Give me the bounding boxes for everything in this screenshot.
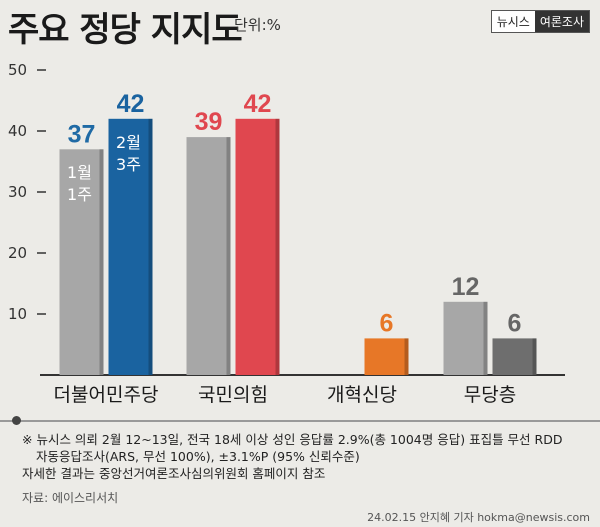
source-label: 자료: 에이스리서치 [22, 491, 119, 505]
separator-line [0, 420, 600, 422]
bar-무당층-2월 3주 [492, 338, 537, 375]
value-label-국민의힘-1월 1주: 39 [195, 108, 223, 136]
bar-chart: 10 20 30 40 50 37 42 더불어민주당 39 42 국민의힘 6 개혁신당 12 6 무당층 1… [8, 61, 565, 406]
unit-label: 단위:% [234, 16, 281, 34]
bar-shade-국민의힘-2월 3주 [275, 118, 280, 376]
bar-국민의힘-1월 1주 [186, 137, 231, 375]
inbar-label-top-1: 2월 [116, 133, 141, 152]
bar-shade-무당층-1월 1주 [483, 301, 488, 375]
newsis-poll-badge: 뉴시스 여론조사 [490, 10, 590, 33]
separator-dot [12, 416, 21, 425]
inbar-label-bottom-0: 1주 [67, 185, 92, 204]
bar-shade-무당층-2월 3주 [532, 338, 537, 375]
bar-shade-더불어민주당-1월 1주 [99, 149, 104, 375]
value-label-무당층-1월 1주: 12 [452, 273, 480, 301]
note-line-1: ※ 뉴시스 의뢰 2월 12~13일, 전국 18세 이상 성인 응답률 2.9… [22, 432, 563, 447]
inbar-label-top-0: 1월 [67, 163, 92, 182]
category-label-더불어민주당: 더불어민주당 [54, 384, 159, 406]
value-label-국민의힘-2월 3주: 42 [244, 90, 272, 118]
y-tick-label-40: 40 [8, 122, 27, 140]
y-tick-label-50: 50 [8, 61, 27, 79]
category-label-무당층: 무당층 [464, 384, 516, 406]
bar-무당층-1월 1주 [443, 301, 488, 375]
bar-shade-개혁신당-2월 3주 [404, 338, 409, 375]
chart-title: 주요 정당 지지도 [8, 10, 243, 50]
survey-notes: ※ 뉴시스 의뢰 2월 12~13일, 전국 18세 이상 성인 응답률 2.9… [22, 431, 592, 482]
inbar-label-bottom-1: 3주 [116, 155, 141, 174]
note-line-3: 자세한 결과는 중앙선거여론조사심의위원회 홈페이지 참조 [22, 466, 326, 481]
y-tick-label-20: 20 [8, 244, 27, 262]
value-label-무당층-2월 3주: 6 [508, 309, 522, 337]
note-line-2: 자동응답조사(ARS, 무선 100%), ±3.1%P (95% 신뢰수준) [36, 449, 360, 464]
badge-poll: 여론조사 [534, 11, 589, 32]
value-label-개혁신당-2월 3주: 6 [380, 309, 394, 337]
y-tick-label-30: 30 [8, 183, 27, 201]
value-label-더불어민주당-1월 1주: 37 [68, 120, 96, 148]
bar-국민의힘-2월 3주 [235, 118, 280, 376]
byline: 24.02.15 안지혜 기자 hokma@newsis.com [367, 511, 590, 524]
category-label-개혁신당: 개혁신당 [327, 384, 397, 406]
bar-개혁신당-2월 3주 [364, 338, 409, 375]
y-tick-label-10: 10 [8, 305, 27, 323]
badge-newsis: 뉴시스 [491, 11, 535, 32]
category-label-국민의힘: 국민의힘 [198, 384, 268, 406]
bar-shade-더불어민주당-2월 3주 [148, 118, 153, 376]
bar-더불어민주당-1월 1주 [59, 149, 104, 375]
bar-shade-국민의힘-1월 1주 [226, 137, 231, 375]
bar-더불어민주당-2월 3주 [108, 118, 153, 376]
value-label-더불어민주당-2월 3주: 42 [117, 90, 145, 118]
